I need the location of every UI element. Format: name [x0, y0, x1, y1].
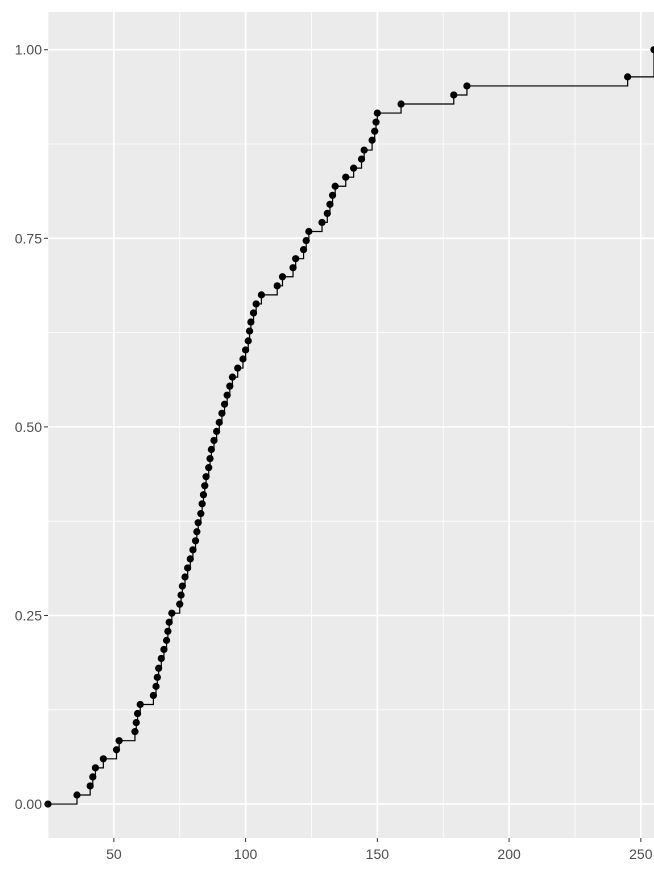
ecdf-point [373, 109, 381, 117]
ecdf-point [162, 636, 171, 644]
ecdf-point [299, 246, 308, 254]
ecdf-point [199, 491, 208, 499]
ecdf-point [350, 164, 358, 172]
ecdf-point [624, 73, 632, 81]
y-axis: 0.00 0.25 0.50 0.75 1.00 [15, 42, 48, 812]
ecdf-points [44, 46, 654, 808]
ecdf-point [372, 118, 380, 126]
major-gridlines [48, 12, 654, 838]
y-tick-label: 0.00 [15, 796, 42, 812]
ecdf-point [450, 91, 458, 99]
ecdf-point [360, 146, 368, 154]
x-tick-label: 50 [106, 846, 122, 862]
ecdf-point [239, 355, 247, 363]
plot-panel [48, 12, 654, 838]
ecdf-point [244, 337, 252, 345]
x-axis: 50 100 150 200 250 [106, 838, 653, 862]
ecdf-point [245, 327, 254, 335]
y-tick-label: 1.00 [15, 42, 42, 58]
ecdf-point [326, 200, 334, 208]
ecdf-point [220, 400, 229, 408]
ecdf-point [234, 364, 242, 372]
ecdf-point [133, 709, 142, 718]
ecdf-point [112, 746, 121, 754]
ecdf-point [115, 737, 123, 745]
ecdf-point [273, 282, 281, 290]
ecdf-point [228, 373, 237, 381]
y-tick-label: 0.50 [15, 419, 42, 435]
ecdf-point [249, 309, 258, 317]
ecdf-point [202, 473, 210, 481]
ecdf-point [73, 791, 81, 799]
ecdf-point [153, 673, 161, 681]
ecdf-point [132, 718, 140, 727]
ecdf-point [191, 537, 200, 545]
minor-gridlines [47, 12, 654, 838]
ecdf-point [89, 773, 97, 781]
ecdf-point [278, 273, 287, 281]
ecdf-point [149, 691, 157, 700]
x-tick-label: 200 [497, 846, 521, 862]
ecdf-point [463, 82, 471, 90]
ecdf-point [193, 528, 201, 536]
ecdf-point [213, 427, 221, 436]
ecdf-point [218, 409, 226, 417]
ecdf-point [289, 264, 297, 272]
ecdf-point [136, 700, 144, 709]
ecdf-point [165, 618, 173, 626]
ecdf-point [157, 654, 165, 663]
ecdf-point [155, 664, 163, 672]
ecdf-point [181, 573, 189, 581]
x-tick-label: 250 [629, 846, 653, 862]
ecdf-point [342, 173, 350, 181]
ecdf-point [257, 291, 266, 299]
ecdf-point [323, 209, 331, 218]
ecdf-point [302, 236, 310, 245]
ecdf-point [305, 227, 313, 236]
ecdf-point [292, 255, 300, 263]
ecdf-point [194, 519, 202, 527]
ecdf-point [242, 346, 250, 354]
ecdf-point [131, 728, 139, 736]
ecdf-point [177, 591, 185, 599]
ecdf-point [207, 445, 215, 454]
x-tick-label: 100 [234, 846, 258, 862]
ecdf-point [357, 155, 366, 163]
ecdf-point [368, 136, 376, 144]
x-tick-label: 150 [366, 846, 390, 862]
ecdf-point [160, 645, 168, 654]
ecdf-point [371, 127, 379, 135]
ecdf-point [152, 682, 160, 690]
ecdf-point [215, 418, 223, 426]
ecdf-point [99, 755, 107, 763]
ecdf-point [252, 300, 260, 308]
y-tick-label: 0.75 [15, 230, 42, 246]
ecdf-point [164, 627, 172, 635]
y-tick-label: 0.25 [15, 607, 42, 623]
ecdf-point [328, 191, 337, 199]
ecdf-point [331, 182, 339, 190]
ecdf-point [86, 782, 94, 790]
ecdf-point [397, 100, 405, 108]
ecdf-point [197, 510, 205, 518]
ecdf-point [176, 600, 184, 608]
ecdf-point [226, 382, 234, 390]
ecdf-point [198, 500, 206, 508]
ecdf-point [650, 46, 654, 54]
ecdf-point [318, 218, 326, 227]
ecdf-point [201, 482, 209, 490]
ecdf-point [223, 391, 231, 399]
ecdf-point [210, 436, 218, 445]
ecdf-point [186, 555, 194, 563]
ecdf-point [184, 564, 192, 572]
ecdf-point [247, 318, 255, 326]
ecdf-point [205, 464, 213, 472]
ecdf-point [168, 609, 176, 617]
ecdf-point [178, 582, 186, 590]
ecdf-point [206, 454, 214, 463]
ecdf-point [189, 546, 197, 554]
ecdf-point [91, 764, 100, 772]
